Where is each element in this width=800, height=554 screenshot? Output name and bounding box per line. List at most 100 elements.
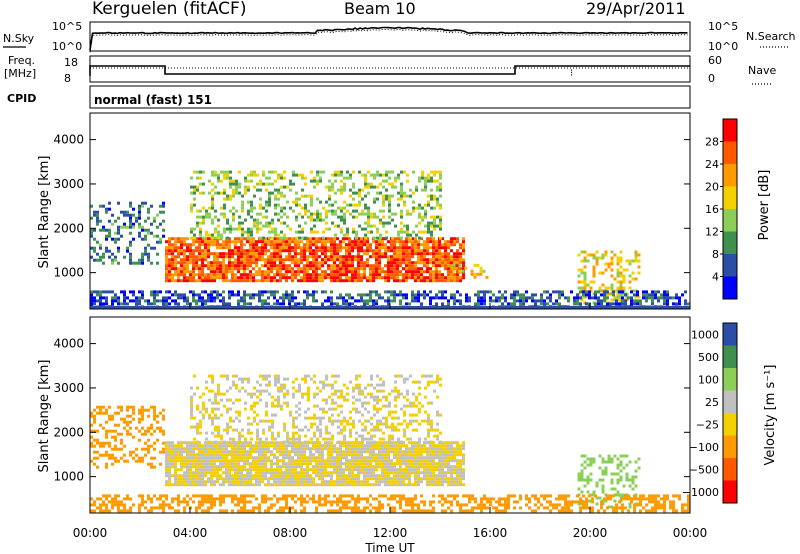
power-cell [217,230,220,234]
velocity-cell [444,480,447,484]
power-cell [378,255,381,259]
power-cell [414,299,417,303]
power-cell [165,258,168,262]
velocity-cell [288,465,291,469]
power-cell [190,230,193,234]
power-cell [108,228,111,232]
power-cell [301,236,304,240]
power-cell [252,296,255,300]
power-cell [216,276,219,280]
velocity-cell [318,474,321,478]
velocity-cell [414,471,417,475]
power-cell [96,210,99,214]
velocity-cell [324,480,327,484]
velocity-cell [279,459,282,463]
power-cell [336,276,339,280]
velocity-cell [313,431,316,435]
velocity-cell [220,434,223,438]
velocity-cell [435,483,438,487]
power-cell [346,227,349,231]
power-cell [198,293,201,297]
velocity-cell [387,477,390,481]
velocity-cell [357,480,360,484]
velocity-cell [378,450,381,454]
power-cell [196,215,199,219]
velocity-cell [117,459,120,463]
velocity-cell [271,404,274,408]
power-cell [267,302,270,306]
velocity-cell [363,474,366,478]
velocity-cell [196,422,199,426]
power-cell [211,218,214,222]
power-cell [372,302,375,306]
power-cell [580,250,584,254]
power-cell [610,256,614,260]
power-cell [231,290,234,294]
power-cell [250,170,253,174]
power-cell [408,276,411,280]
power-cell [207,273,210,277]
velocity-cell [202,401,205,405]
power-cell [337,224,340,228]
power-cell [228,249,231,253]
velocity-cell [462,474,465,478]
power-cell [421,215,424,219]
power-cell [193,170,196,174]
power-cell [301,227,304,231]
power-cell [315,261,318,265]
power-cell [126,246,129,250]
power-cell [459,299,462,303]
power-cell [159,204,162,208]
power-cell [216,258,219,262]
power-cell [432,264,435,268]
velocity-cell [183,447,186,451]
velocity-cell [216,444,219,448]
velocity-cell [147,462,150,466]
velocity-cell [291,480,294,484]
power-cell [240,240,243,244]
power-cell [375,246,378,250]
velocity-cell [177,459,180,463]
velocity-cell [213,474,216,478]
power-cell [430,215,433,219]
power-cell [264,290,267,294]
power-cell [616,262,620,266]
velocity-cell [265,413,268,417]
velocity-cell [216,459,219,463]
velocity-cell [114,435,117,439]
velocity-cell [204,465,207,469]
power-cell [594,302,597,306]
velocity-cell [330,441,333,445]
power-cell [360,258,363,262]
power-cell [117,216,120,220]
velocity-cell [366,447,369,451]
power-cell [171,249,174,253]
power-cell [330,243,333,247]
power-cell [391,194,394,198]
power-cell [138,213,141,217]
velocity-cell [211,431,214,435]
velocity-cell [153,447,156,451]
velocity-cell [405,444,408,448]
power-cell [217,233,220,237]
power-cell [373,176,376,180]
power-cell [628,280,632,284]
velocity-cell [330,447,333,451]
power-cell [381,246,384,250]
velocity-cell [291,456,294,460]
power-cell [210,240,213,244]
power-cell [261,276,264,280]
power-cell [249,243,252,247]
power-cell [253,206,256,210]
power-cell [301,194,304,198]
velocity-cell [291,462,294,466]
velocity-cell [384,483,387,487]
power-cell [237,261,240,265]
velocity-cell [174,465,177,469]
power-cell [429,299,432,303]
power-cell [123,255,126,259]
power-cell [303,276,306,280]
power-cell [621,302,624,306]
power-cell [249,276,252,280]
power-cell [90,231,93,235]
